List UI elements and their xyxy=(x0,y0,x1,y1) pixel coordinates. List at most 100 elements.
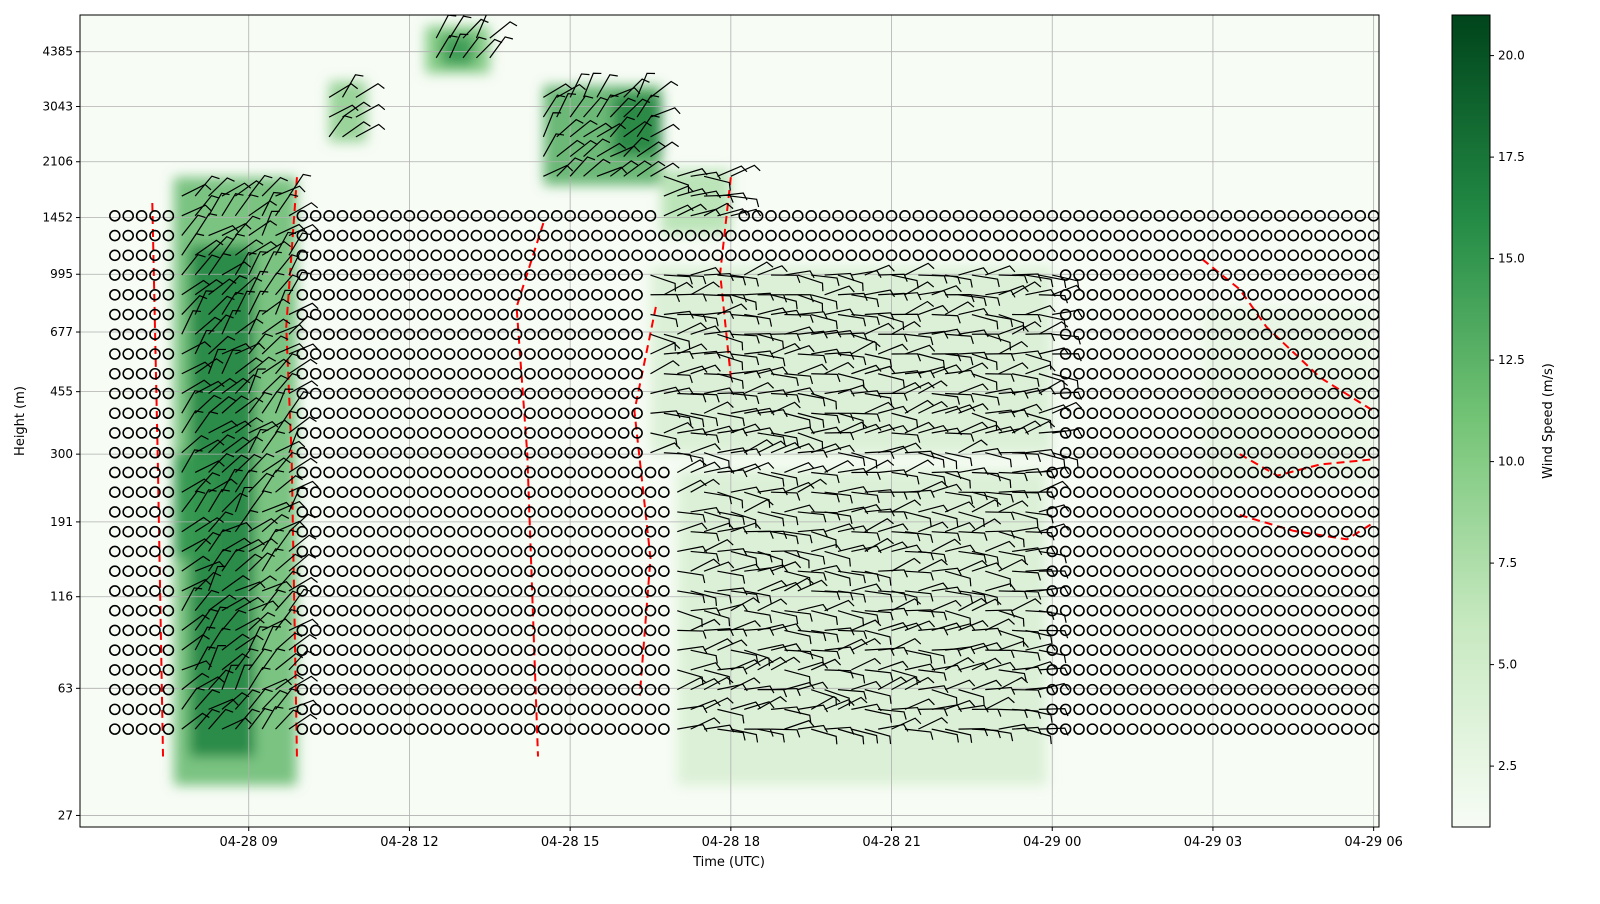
wind-barb xyxy=(918,708,948,717)
calm-marker xyxy=(1180,367,1192,380)
wind-barb xyxy=(650,432,678,447)
calm-marker xyxy=(617,367,630,380)
calm-marker xyxy=(1300,486,1313,499)
calm-marker xyxy=(109,308,121,321)
calm-marker xyxy=(1300,348,1313,360)
calm-marker xyxy=(1287,387,1300,400)
calm-marker xyxy=(952,210,965,222)
calm-marker xyxy=(1247,328,1259,341)
calm-marker xyxy=(470,407,483,420)
calm-marker xyxy=(577,308,590,321)
calm-marker xyxy=(1327,703,1340,716)
wind-barb xyxy=(985,426,1016,434)
calm-marker xyxy=(684,249,697,262)
calm-marker xyxy=(550,525,563,538)
calm-marker xyxy=(1193,624,1206,637)
calm-marker xyxy=(925,210,938,222)
wind-barb xyxy=(851,313,880,326)
calm-marker xyxy=(470,466,483,479)
calm-marker xyxy=(1046,249,1059,262)
calm-marker xyxy=(323,565,335,577)
calm-marker xyxy=(818,210,831,222)
wind-barb xyxy=(261,678,293,691)
calm-marker xyxy=(1354,664,1367,676)
calm-marker xyxy=(323,288,335,301)
calm-marker xyxy=(135,269,148,281)
wind-barb xyxy=(958,403,989,414)
calm-marker xyxy=(1086,427,1099,439)
calm-marker xyxy=(631,723,643,735)
calm-marker xyxy=(109,328,121,341)
wind-barb xyxy=(261,335,289,355)
calm-marker xyxy=(1327,624,1340,637)
calm-marker xyxy=(309,229,322,242)
calm-marker xyxy=(564,624,576,637)
wind-barb xyxy=(891,471,920,485)
calm-marker xyxy=(1300,328,1313,341)
wind-barb xyxy=(703,522,735,533)
wind-barb xyxy=(1038,347,1070,355)
calm-marker xyxy=(564,387,576,400)
wind-barb xyxy=(811,294,838,310)
calm-marker xyxy=(1233,269,1246,281)
wind-barb xyxy=(676,459,707,473)
wind-barb xyxy=(998,500,1029,513)
calm-marker xyxy=(403,367,416,380)
calm-marker xyxy=(1046,723,1059,735)
wind-barb xyxy=(569,95,594,118)
calm-marker xyxy=(1113,367,1125,380)
calm-marker xyxy=(604,407,617,420)
calm-marker xyxy=(363,229,376,242)
calm-marker xyxy=(1059,506,1072,518)
calm-marker xyxy=(1354,525,1367,538)
calm-marker xyxy=(443,624,456,637)
calm-marker xyxy=(591,644,603,656)
wind-barb xyxy=(851,531,881,541)
wind-barb xyxy=(1038,373,1066,390)
wind-barb xyxy=(784,550,810,569)
wind-barb xyxy=(985,511,1015,521)
wind-barb xyxy=(677,168,708,177)
wind-barb xyxy=(864,570,892,586)
calm-marker xyxy=(336,486,349,499)
calm-marker xyxy=(510,288,523,301)
calm-marker xyxy=(1314,545,1326,558)
calm-marker xyxy=(591,664,603,676)
wind-barb xyxy=(958,689,985,705)
calm-marker xyxy=(403,723,416,735)
calm-marker xyxy=(1100,486,1112,499)
wind-barb xyxy=(690,550,720,562)
wind-barb xyxy=(837,332,868,341)
calm-marker xyxy=(417,387,429,400)
calm-marker xyxy=(617,506,630,518)
wind-barb xyxy=(288,633,317,651)
wind-barb xyxy=(1025,511,1054,524)
calm-marker xyxy=(1166,427,1179,439)
calm-marker xyxy=(457,585,469,597)
calm-marker xyxy=(430,367,443,380)
calm-marker xyxy=(323,683,335,696)
wind-barb xyxy=(958,267,989,276)
wind-barb xyxy=(931,353,962,362)
wind-barb xyxy=(744,701,775,710)
wind-barb xyxy=(757,579,788,592)
wind-barb xyxy=(690,325,721,335)
calm-marker xyxy=(791,210,804,222)
calm-marker xyxy=(966,249,978,262)
calm-marker xyxy=(1341,664,1353,676)
wind-barb xyxy=(864,728,892,745)
calm-marker xyxy=(1086,407,1099,420)
calm-marker xyxy=(1113,249,1125,262)
calm-marker xyxy=(483,407,496,420)
wind-barb xyxy=(824,431,855,441)
calm-marker xyxy=(390,683,402,696)
calm-marker xyxy=(1180,486,1192,499)
calm-marker xyxy=(1073,585,1085,597)
calm-marker xyxy=(1113,466,1125,479)
wind-barb xyxy=(1025,568,1056,577)
calm-marker xyxy=(524,348,536,360)
colorbar-tick-label: 20.0 xyxy=(1498,49,1525,63)
calm-marker xyxy=(1126,545,1139,558)
calm-marker xyxy=(577,288,590,301)
calm-marker xyxy=(1100,229,1112,242)
